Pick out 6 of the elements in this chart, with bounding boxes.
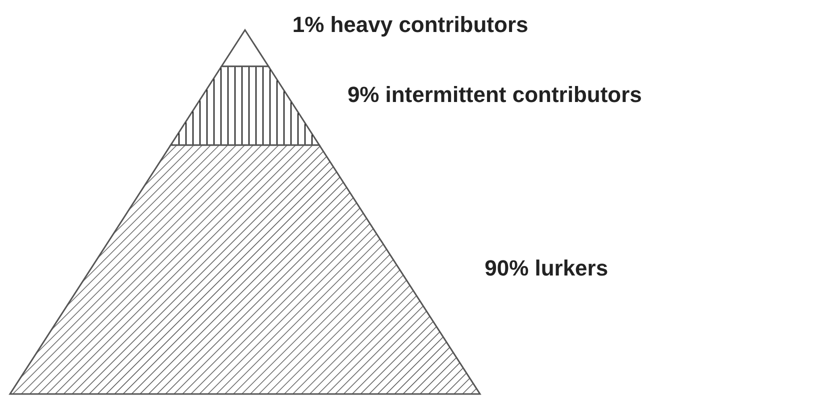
category-label: intermittent contributors [385, 82, 642, 107]
data-label: 90% [484, 255, 529, 280]
data-label: 1% [292, 12, 324, 37]
category-label: lurkers [534, 255, 608, 280]
category-label: heavy contributors [330, 12, 528, 37]
data-label: 9% [347, 82, 380, 107]
